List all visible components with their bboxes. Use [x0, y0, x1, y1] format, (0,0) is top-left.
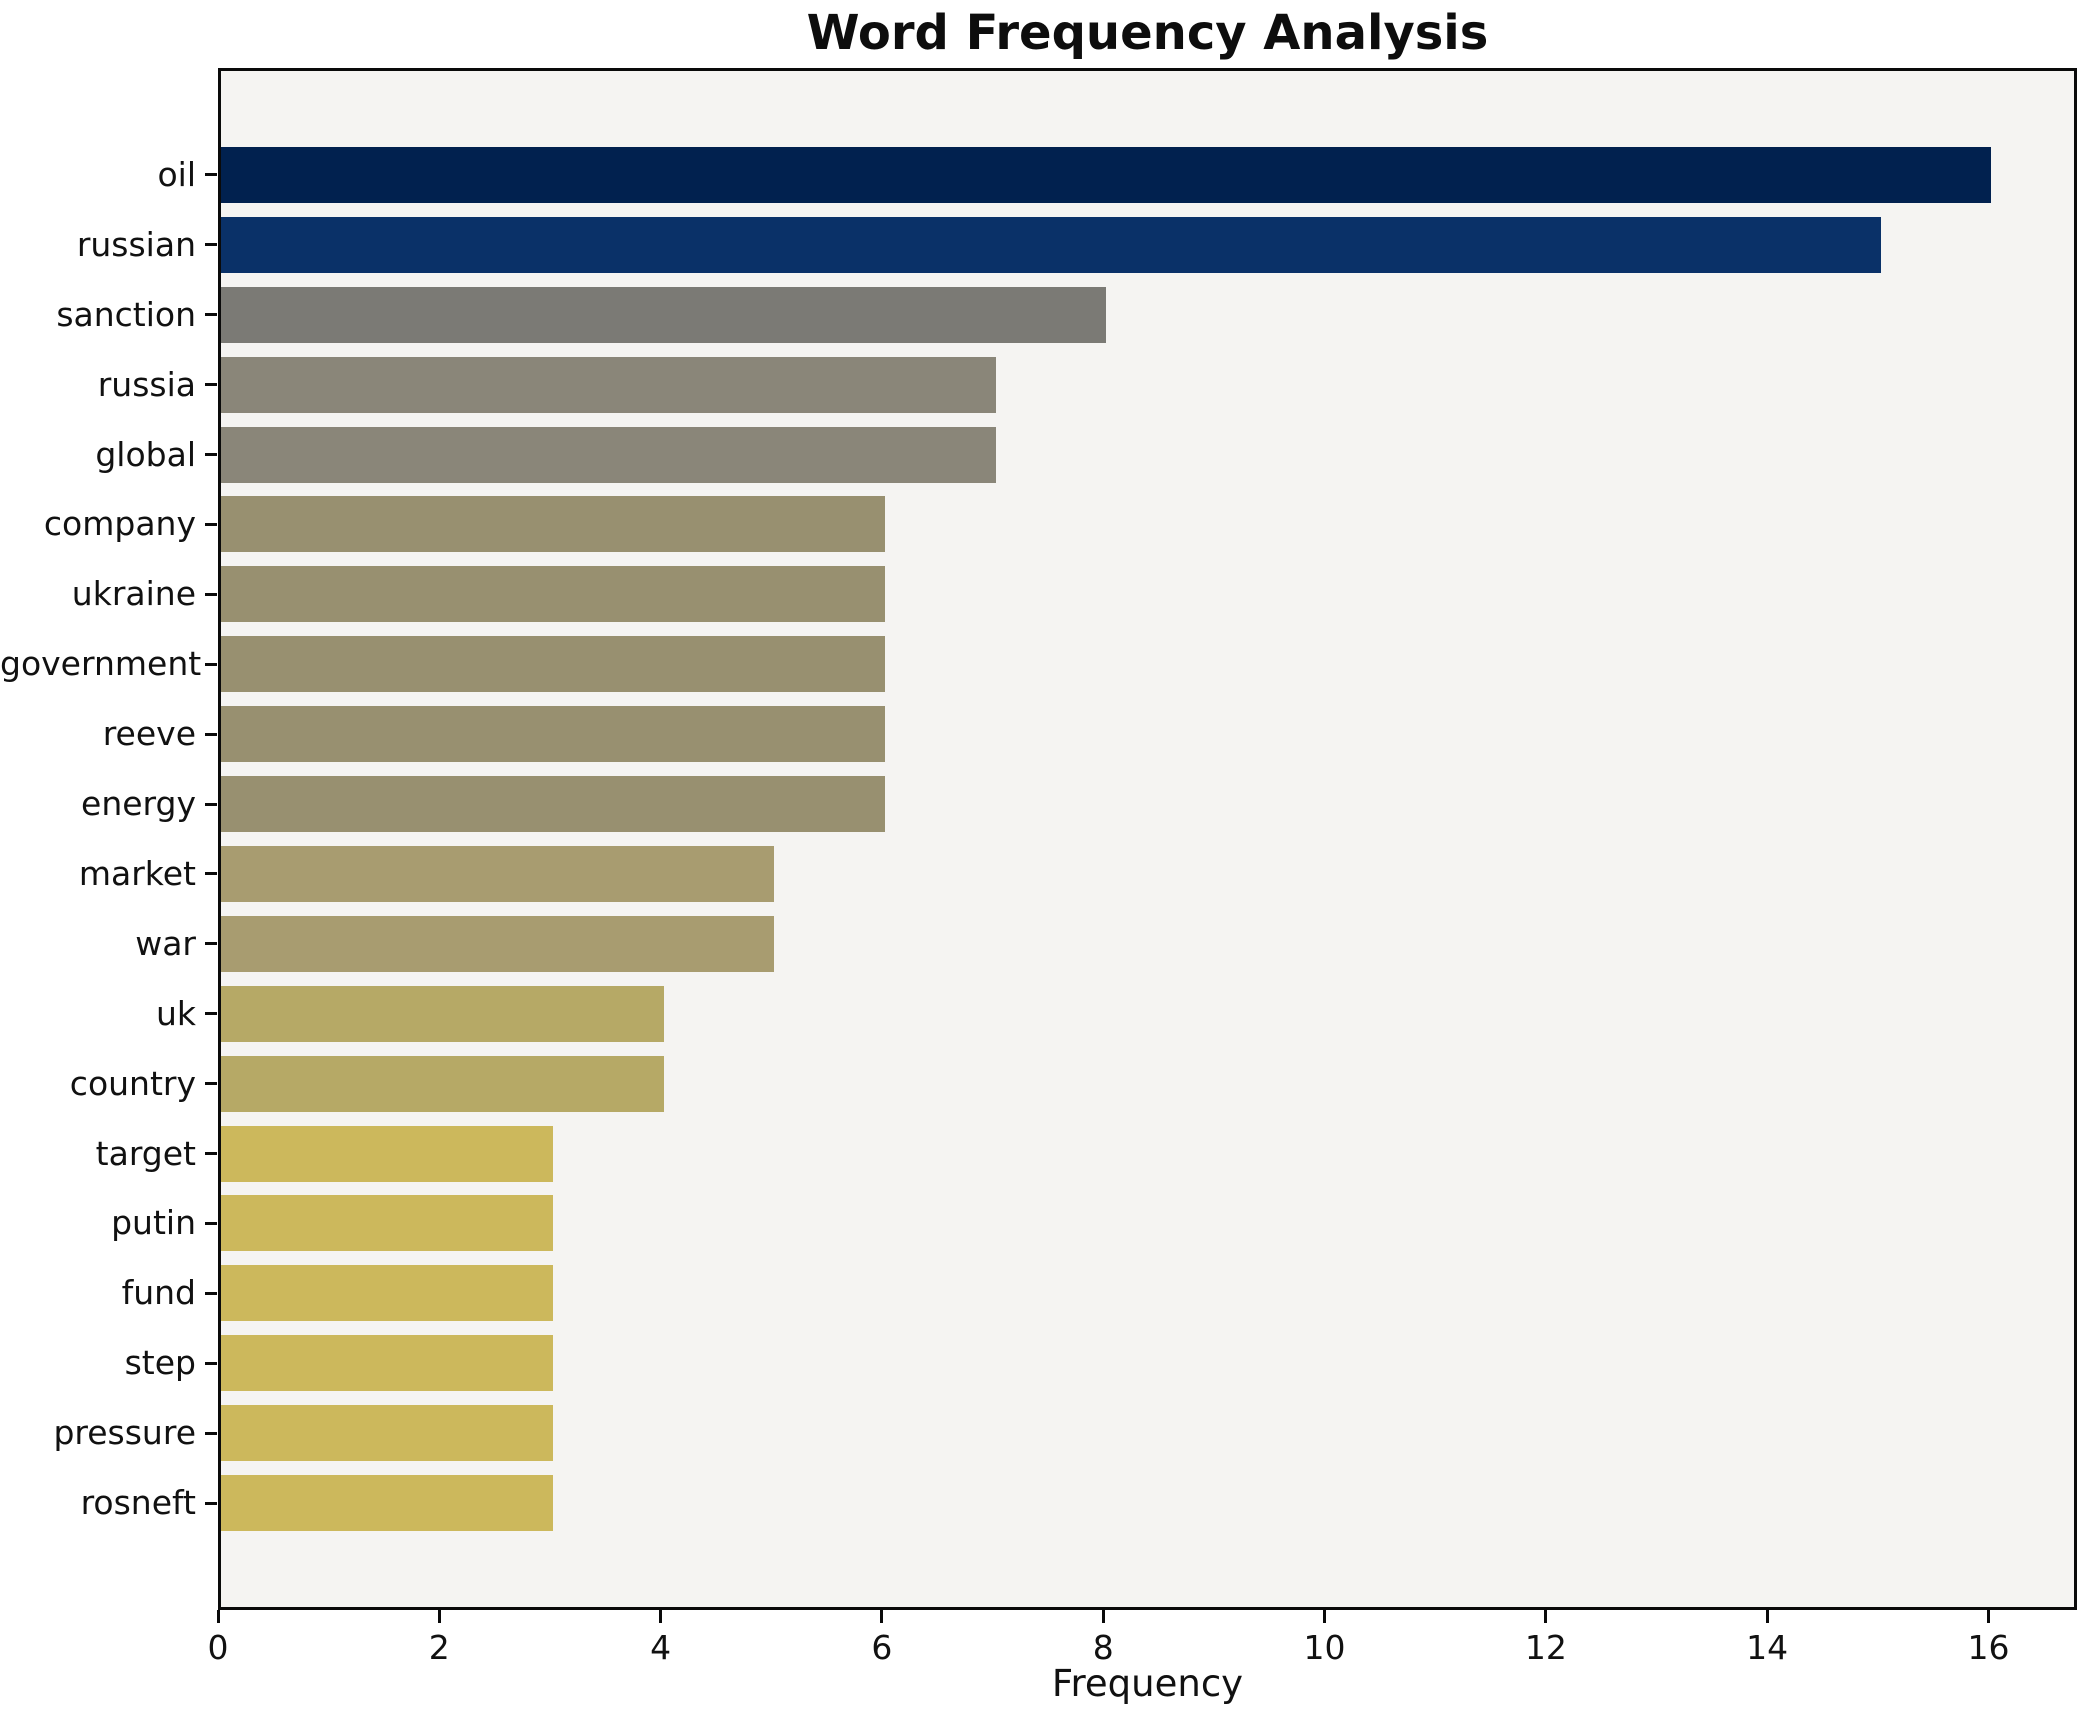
x-tick-label-2: 2	[428, 1628, 450, 1667]
x-tick-mark	[1765, 1610, 1769, 1623]
bar-russia	[221, 356, 996, 413]
y-tick-mark	[205, 243, 217, 247]
y-tick-label-country: country	[69, 1063, 196, 1103]
y-tick-label-putin: putin	[111, 1203, 196, 1243]
x-tick-label-16: 16	[1967, 1628, 2010, 1667]
x-tick-label-6: 6	[871, 1628, 893, 1667]
bar-sanction	[221, 286, 1107, 343]
x-tick-mark	[216, 1610, 220, 1623]
y-tick-label-rosneft: rosneft	[80, 1483, 196, 1523]
y-tick-mark	[205, 592, 217, 596]
x-tick-label-0: 0	[207, 1628, 229, 1667]
y-tick-mark	[205, 522, 217, 526]
bar-rosneft	[221, 1475, 553, 1532]
bar-market	[221, 845, 775, 902]
y-tick-label-russia: russia	[97, 364, 196, 404]
chart-title: Word Frequency Analysis	[806, 5, 1489, 61]
bar-putin	[221, 1195, 553, 1252]
y-tick-label-war: war	[135, 923, 196, 963]
bar-reeve	[221, 706, 885, 763]
y-tick-label-target: target	[95, 1133, 196, 1173]
x-tick-mark	[1101, 1610, 1105, 1623]
y-tick-label-ukraine: ukraine	[71, 574, 196, 614]
x-axis-label: Frequency	[1051, 1662, 1244, 1705]
bar-pressure	[221, 1405, 553, 1462]
y-tick-mark	[205, 1291, 217, 1295]
y-tick-mark	[205, 1152, 217, 1156]
x-tick-mark	[1986, 1610, 1990, 1623]
x-tick-mark	[437, 1610, 441, 1623]
plot-area	[218, 68, 2077, 1610]
bar-energy	[221, 776, 885, 833]
x-tick-mark	[880, 1610, 884, 1623]
y-tick-mark	[205, 1012, 217, 1016]
bar-country	[221, 1055, 664, 1112]
y-tick-mark	[205, 173, 217, 177]
bar-target	[221, 1125, 553, 1182]
y-tick-label-uk: uk	[155, 993, 196, 1033]
y-tick-label-russian: russian	[76, 224, 196, 264]
y-tick-label-company: company	[43, 504, 196, 544]
y-tick-mark	[205, 1431, 217, 1435]
y-tick-mark	[205, 942, 217, 946]
y-tick-mark	[205, 1082, 217, 1086]
bar-russian	[221, 216, 1881, 273]
y-tick-mark	[205, 802, 217, 806]
x-tick-mark	[1544, 1610, 1548, 1623]
y-tick-mark	[205, 313, 217, 317]
bar-company	[221, 496, 885, 553]
y-tick-label-market: market	[78, 853, 196, 893]
y-tick-mark	[205, 662, 217, 666]
y-tick-mark	[205, 383, 217, 387]
x-tick-mark	[1323, 1610, 1327, 1623]
y-tick-label-sanction: sanction	[56, 294, 196, 334]
bar-step	[221, 1335, 553, 1392]
y-tick-mark	[205, 732, 217, 736]
bar-war	[221, 915, 775, 972]
y-tick-label-pressure: pressure	[53, 1413, 196, 1453]
y-tick-label-government: government	[0, 644, 202, 684]
x-tick-label-14: 14	[1746, 1628, 1789, 1667]
y-tick-mark	[205, 1221, 217, 1225]
y-tick-mark	[205, 453, 217, 457]
x-tick-label-8: 8	[1092, 1628, 1114, 1667]
x-tick-label-4: 4	[650, 1628, 672, 1667]
x-tick-mark	[659, 1610, 663, 1623]
x-tick-label-10: 10	[1303, 1628, 1346, 1667]
bar-global	[221, 426, 996, 483]
bar-uk	[221, 985, 664, 1042]
x-tick-label-12: 12	[1524, 1628, 1567, 1667]
y-tick-mark	[205, 872, 217, 876]
bar-oil	[221, 146, 1992, 203]
y-tick-label-oil: oil	[157, 154, 196, 194]
y-tick-label-fund: fund	[121, 1273, 196, 1313]
bar-fund	[221, 1265, 553, 1322]
y-tick-label-step: step	[124, 1343, 196, 1383]
bar-government	[221, 636, 885, 693]
y-tick-mark	[205, 1361, 217, 1365]
y-tick-label-reeve: reeve	[102, 714, 196, 754]
y-tick-label-global: global	[95, 434, 196, 474]
y-tick-label-energy: energy	[81, 784, 196, 824]
bar-ukraine	[221, 566, 885, 623]
y-tick-mark	[205, 1501, 217, 1505]
